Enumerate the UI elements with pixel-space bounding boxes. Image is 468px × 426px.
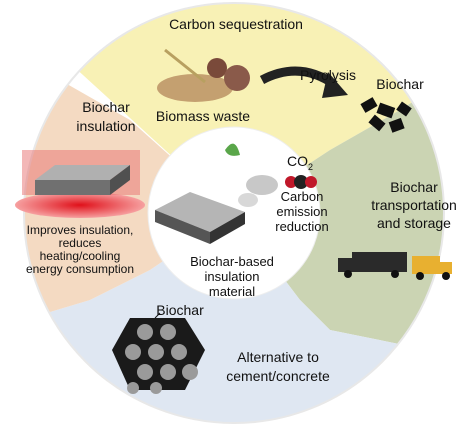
biomass-icon	[224, 65, 250, 91]
label: Biomass waste	[156, 108, 250, 124]
page: {"top": {"title": "Carbon sequestration"…	[0, 0, 468, 426]
smoke-icon	[246, 175, 278, 195]
biomass-icon	[157, 74, 233, 102]
heat-icon	[15, 192, 145, 218]
truck-icon	[338, 258, 352, 272]
label: Biochar	[156, 302, 204, 318]
smoke-icon	[238, 193, 258, 207]
truck-icon	[412, 256, 440, 274]
slab-icon	[35, 180, 110, 195]
co2-icon	[305, 176, 317, 188]
label: Pyrolysis	[300, 67, 356, 83]
biomass-icon	[207, 58, 227, 78]
label: Biochar	[376, 76, 424, 92]
truck-icon	[352, 252, 407, 272]
diagram: Carbon sequestration Pyrolysis Biochar B…	[0, 0, 468, 426]
title: Carbon sequestration	[169, 16, 303, 32]
